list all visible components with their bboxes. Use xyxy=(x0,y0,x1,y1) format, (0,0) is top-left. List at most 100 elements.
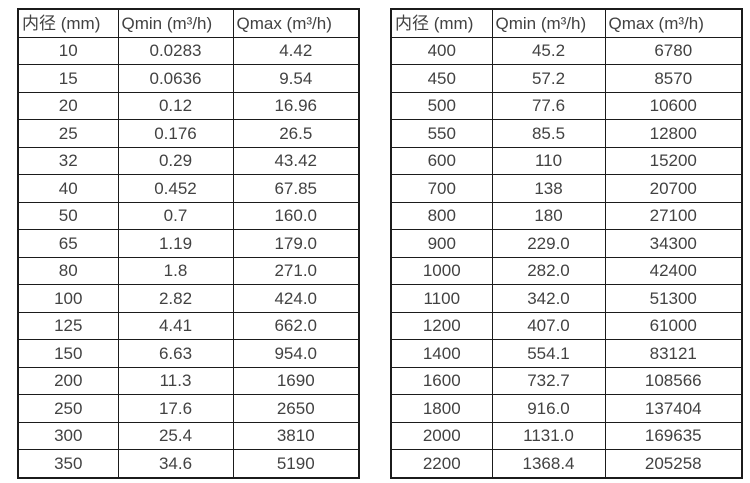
table-cell: 160.0 xyxy=(232,201,360,230)
table-cell: 900 xyxy=(390,229,493,258)
table-cell: 25 xyxy=(17,119,119,148)
table-row: 100 2.82 424.0 xyxy=(17,284,360,313)
table-cell: 1.19 xyxy=(117,229,234,258)
table-cell: 1368.4 xyxy=(491,449,606,478)
table-cell: 50 xyxy=(17,201,119,230)
table-cell: 1600 xyxy=(390,366,493,395)
table-row: 80 1.8 271.0 xyxy=(17,256,360,285)
table-row: 15 0.0636 9.54 xyxy=(17,64,360,93)
table-row: 550 85.5 12800 xyxy=(390,119,743,148)
table-row: 1100 342.0 51300 xyxy=(390,284,743,313)
table-row: 125 4.41 662.0 xyxy=(17,311,360,340)
table-cell: 80 xyxy=(17,256,119,285)
table-cell: 67.85 xyxy=(232,174,360,203)
table-cell: 424.0 xyxy=(232,284,360,313)
table-row: 600 110 15200 xyxy=(390,146,743,175)
table-cell: 954.0 xyxy=(232,339,360,368)
table-cell: 0.12 xyxy=(117,91,234,120)
table-cell: 27100 xyxy=(604,201,743,230)
table-cell: 34.6 xyxy=(117,449,234,478)
table-cell: 83121 xyxy=(604,339,743,368)
table-cell: 179.0 xyxy=(232,229,360,258)
table-cell: 916.0 xyxy=(491,394,606,423)
table-row: 900 229.0 34300 xyxy=(390,229,743,258)
table-row: 1600 732.7 108566 xyxy=(390,366,743,395)
table-row: 800 180 27100 xyxy=(390,201,743,230)
column-header-qmax: Qmax (m³/h) xyxy=(232,8,360,38)
table-row: 450 57.2 8570 xyxy=(390,64,743,93)
table-row: 150 6.63 954.0 xyxy=(17,339,360,368)
table-cell: 100 xyxy=(17,284,119,313)
table-row: 1000 282.0 42400 xyxy=(390,256,743,285)
table-cell: 11.3 xyxy=(117,366,234,395)
table-cell: 2.82 xyxy=(117,284,234,313)
table-cell: 20 xyxy=(17,91,119,120)
table-cell: 40 xyxy=(17,174,119,203)
flow-rate-table-small-diameters: 内径 (mm) Qmin (m³/h) Qmax (m³/h) 10 0.0283… xyxy=(17,8,360,479)
table-cell: 6780 xyxy=(604,36,743,65)
table-cell: 0.176 xyxy=(117,119,234,148)
table-cell: 500 xyxy=(390,91,493,120)
table-cell: 229.0 xyxy=(491,229,606,258)
table-cell: 4.41 xyxy=(117,311,234,340)
table-cell: 34300 xyxy=(604,229,743,258)
table-cell: 800 xyxy=(390,201,493,230)
table-row: 1800 916.0 137404 xyxy=(390,394,743,423)
table-cell: 282.0 xyxy=(491,256,606,285)
table-cell: 180 xyxy=(491,201,606,230)
table-cell: 6.63 xyxy=(117,339,234,368)
table-cell: 0.0283 xyxy=(117,36,234,65)
table-cell: 25.4 xyxy=(117,421,234,450)
table-cell: 700 xyxy=(390,174,493,203)
table-row: 2200 1368.4 205258 xyxy=(390,449,743,478)
table-cell: 600 xyxy=(390,146,493,175)
table-cell: 1400 xyxy=(390,339,493,368)
table-row: 250 17.6 2650 xyxy=(17,394,360,423)
table-cell: 1131.0 xyxy=(491,421,606,450)
table-cell: 137404 xyxy=(604,394,743,423)
table-cell: 350 xyxy=(17,449,119,478)
table-cell: 732.7 xyxy=(491,366,606,395)
table-cell: 15 xyxy=(17,64,119,93)
table-cell: 205258 xyxy=(604,449,743,478)
table-cell: 1800 xyxy=(390,394,493,423)
table-cell: 8570 xyxy=(604,64,743,93)
table-cell: 2650 xyxy=(232,394,360,423)
table-cell: 138 xyxy=(491,174,606,203)
table-cell: 85.5 xyxy=(491,119,606,148)
table-cell: 65 xyxy=(17,229,119,258)
table-cell: 108566 xyxy=(604,366,743,395)
table-row: 350 34.6 5190 xyxy=(17,449,360,478)
table-header-row: 内径 (mm) Qmin (m³/h) Qmax (m³/h) xyxy=(390,8,743,38)
table-cell: 342.0 xyxy=(491,284,606,313)
table-row: 500 77.6 10600 xyxy=(390,91,743,120)
table-cell: 0.452 xyxy=(117,174,234,203)
table-header-row: 内径 (mm) Qmin (m³/h) Qmax (m³/h) xyxy=(17,8,360,38)
table-row: 40 0.452 67.85 xyxy=(17,174,360,203)
table-cell: 1200 xyxy=(390,311,493,340)
table-cell: 5190 xyxy=(232,449,360,478)
table-cell: 15200 xyxy=(604,146,743,175)
table-cell: 2200 xyxy=(390,449,493,478)
table-cell: 51300 xyxy=(604,284,743,313)
table-cell: 17.6 xyxy=(117,394,234,423)
column-header-diameter: 内径 (mm) xyxy=(390,8,493,38)
column-header-qmin: Qmin (m³/h) xyxy=(117,8,234,38)
table-cell: 662.0 xyxy=(232,311,360,340)
table-cell: 2000 xyxy=(390,421,493,450)
table-cell: 3810 xyxy=(232,421,360,450)
table-cell: 169635 xyxy=(604,421,743,450)
table-row: 25 0.176 26.5 xyxy=(17,119,360,148)
table-cell: 61000 xyxy=(604,311,743,340)
table-cell: 26.5 xyxy=(232,119,360,148)
table-cell: 200 xyxy=(17,366,119,395)
table-row: 2000 1131.0 169635 xyxy=(390,421,743,450)
table-cell: 450 xyxy=(390,64,493,93)
table-row: 20 0.12 16.96 xyxy=(17,91,360,120)
flow-rate-table-large-diameters: 内径 (mm) Qmin (m³/h) Qmax (m³/h) 400 45.2 6… xyxy=(390,8,743,479)
table-cell: 10600 xyxy=(604,91,743,120)
table-cell: 4.42 xyxy=(232,36,360,65)
table-cell: 57.2 xyxy=(491,64,606,93)
column-header-diameter: 内径 (mm) xyxy=(17,8,119,38)
table-cell: 125 xyxy=(17,311,119,340)
